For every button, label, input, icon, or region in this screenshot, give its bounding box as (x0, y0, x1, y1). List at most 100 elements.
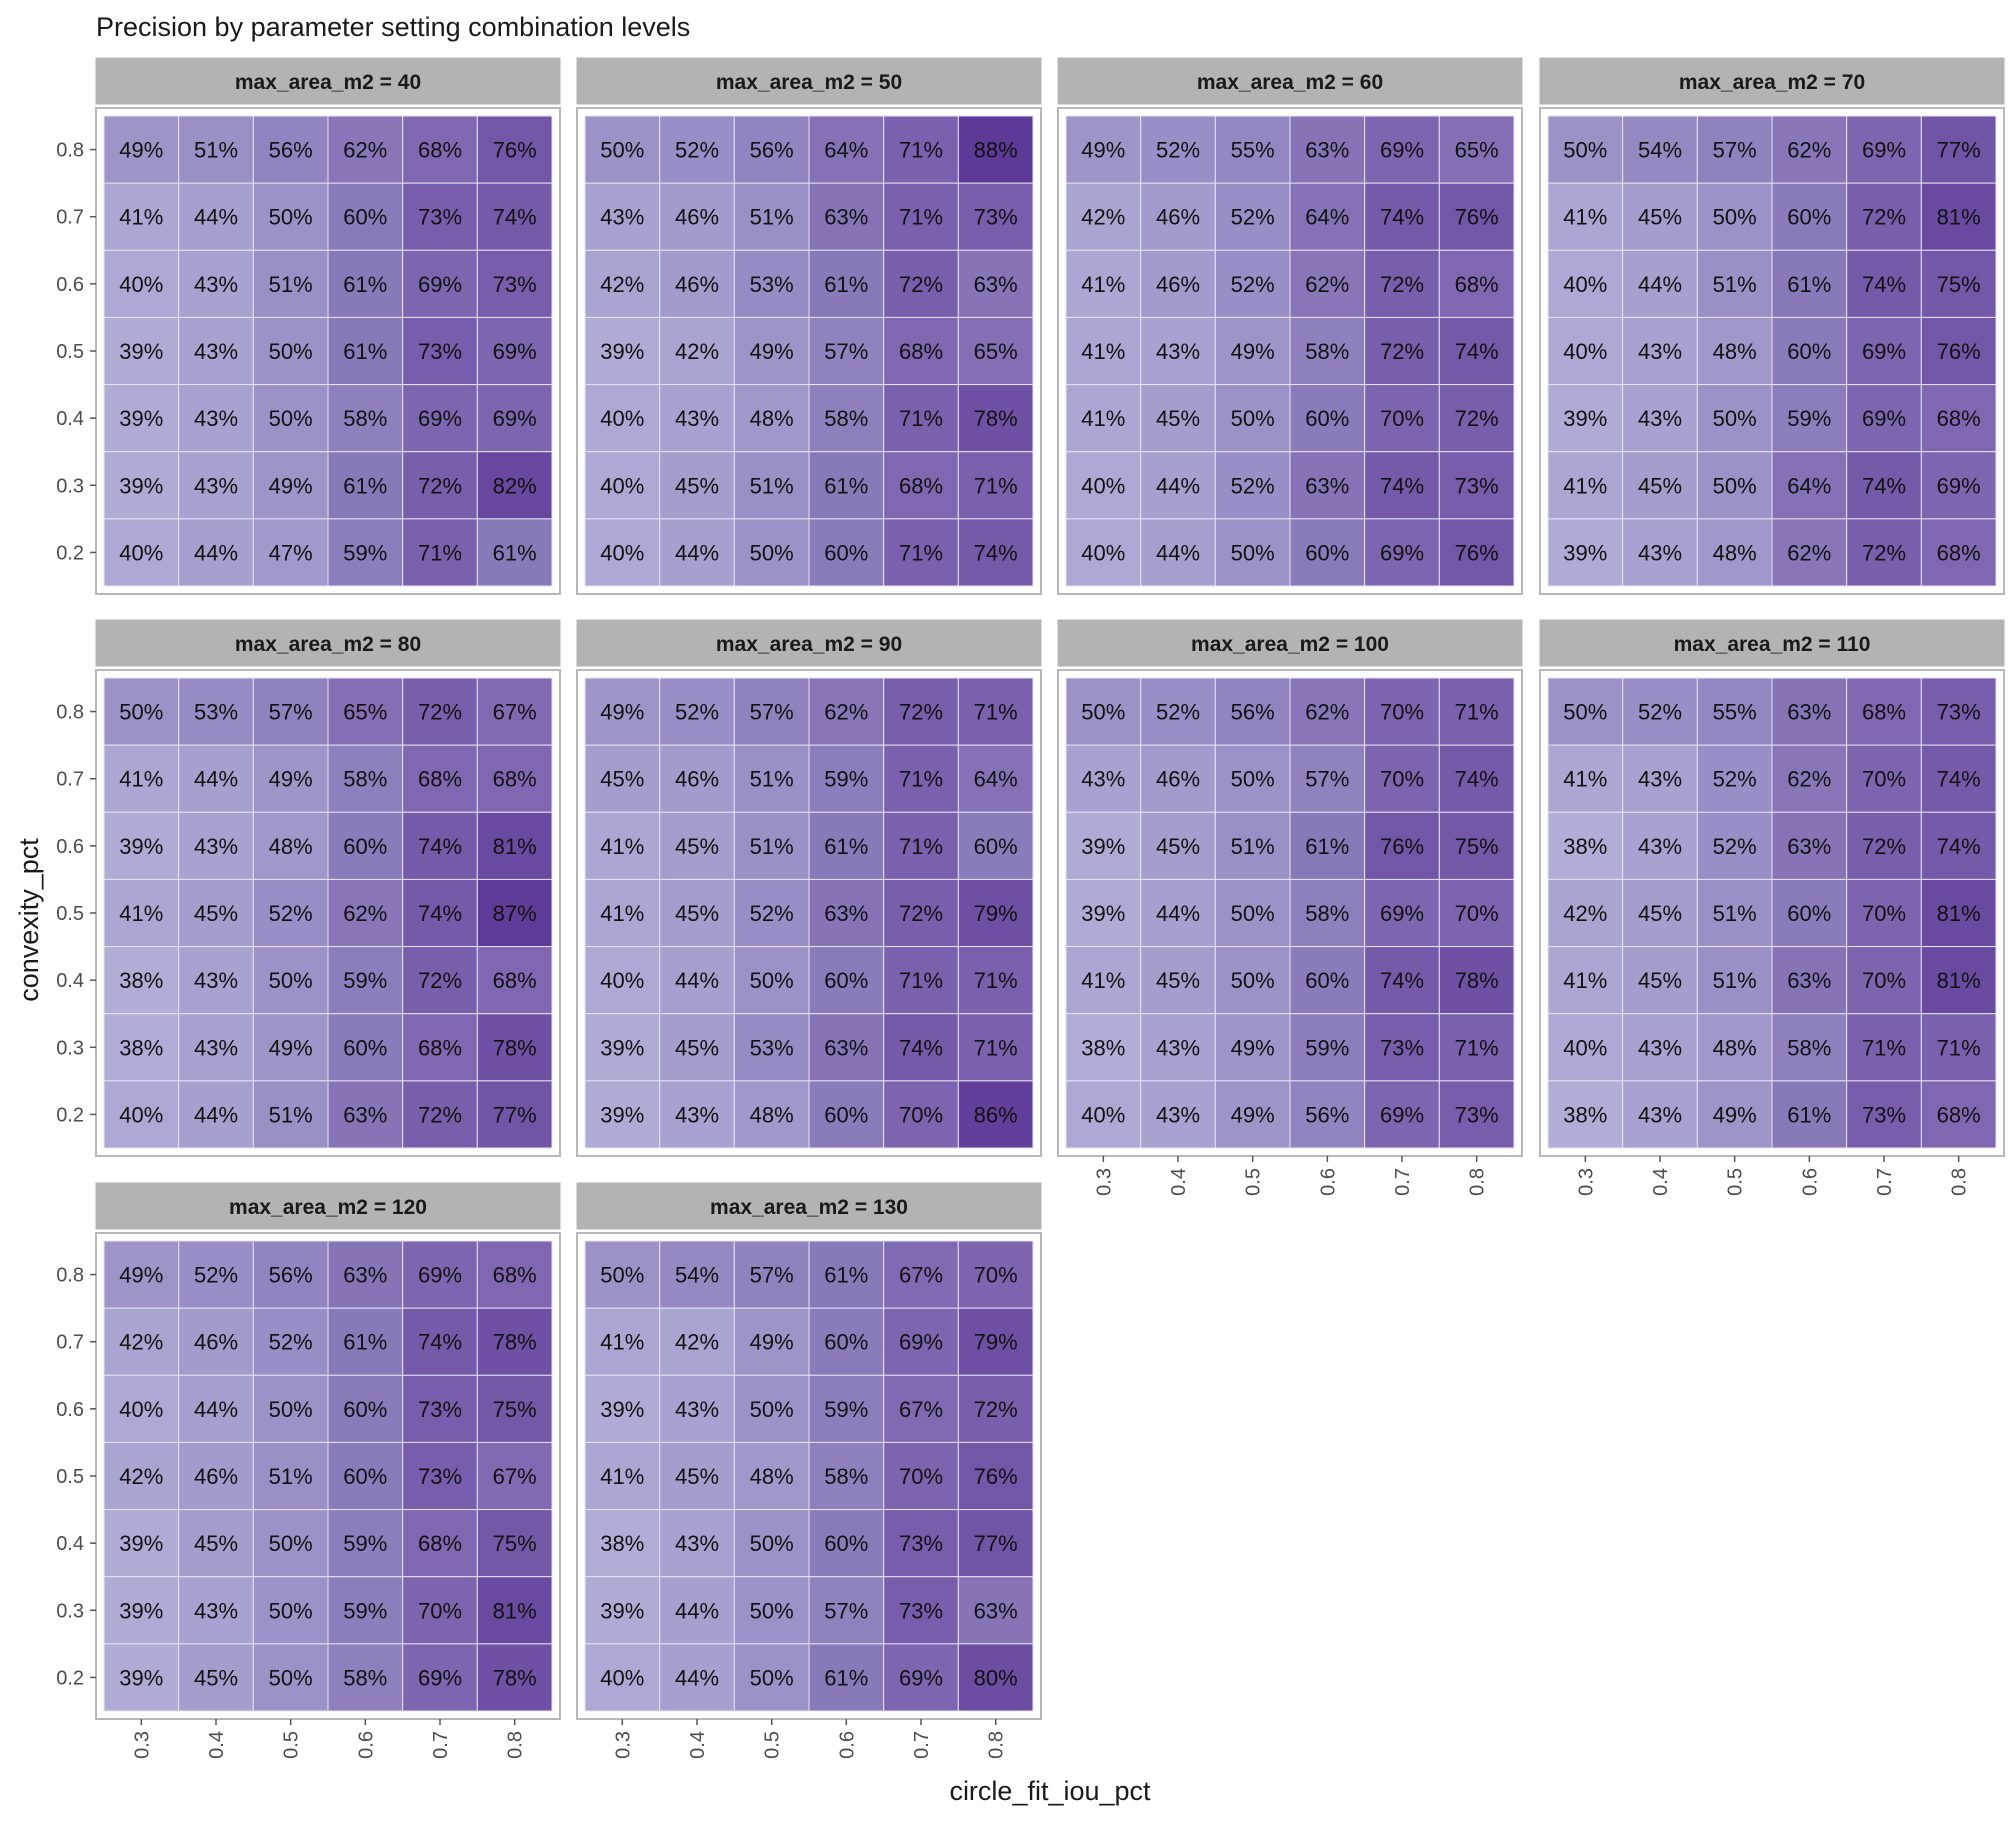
tile-value-label: 71% (899, 968, 943, 993)
heatmap-tile (584, 1576, 661, 1645)
tile-value-label: 40% (119, 1397, 163, 1422)
heatmap-tile (1438, 316, 1515, 386)
tile-value-label: 39% (119, 339, 163, 364)
tile-value-label: 59% (343, 1531, 387, 1556)
tile-value-label: 46% (675, 272, 719, 297)
tile-value-label: 78% (493, 1035, 537, 1060)
tile-value-label: 70% (1380, 700, 1424, 725)
y-tick-label: 0.7 (56, 207, 84, 229)
heatmap-tile (957, 518, 1034, 587)
tile-value-label: 78% (974, 406, 1018, 431)
tile-value-label: 61% (343, 1330, 387, 1355)
heatmap-tile (476, 249, 553, 318)
tile-value-label: 71% (974, 473, 1018, 498)
tile-value-label: 68% (493, 968, 537, 993)
tile-value-label: 74% (1380, 205, 1424, 230)
tile-value-label: 39% (1563, 406, 1607, 431)
tile-value-label: 52% (1713, 834, 1757, 859)
y-tick-label: 0.6 (56, 836, 84, 858)
x-tick-label: 0.7 (1874, 1168, 1896, 1196)
heatmap-tile (584, 249, 661, 318)
tile-value-label: 73% (418, 339, 462, 364)
heatmap-tile (957, 1509, 1034, 1578)
tile-value-label: 56% (1231, 700, 1275, 725)
heatmap-tile (1289, 1080, 1366, 1149)
tile-value-label: 50% (600, 1263, 644, 1288)
heatmap-tile (883, 878, 959, 948)
tile-value-label: 68% (1937, 1102, 1981, 1127)
tile-value-label: 39% (119, 1531, 163, 1556)
heatmap-tile (1289, 316, 1366, 386)
tile-value-label: 63% (343, 1263, 387, 1288)
heatmap-tile (1140, 1013, 1216, 1082)
tile-value-label: 71% (974, 1035, 1018, 1060)
heatmap-tile (1771, 518, 1848, 587)
tile-value-label: 71% (899, 138, 943, 163)
heatmap-tile (883, 1013, 959, 1082)
tile-value-label: 43% (675, 406, 719, 431)
heatmap-tile (327, 1374, 404, 1443)
heatmap-tile (1846, 115, 1922, 184)
heatmap-tile (659, 518, 735, 587)
tile-value-label: 46% (1156, 767, 1200, 792)
tile-value-label: 39% (600, 1102, 644, 1127)
heatmap-tile (584, 1080, 661, 1149)
tile-value-label: 70% (974, 1263, 1018, 1288)
tile-value-label: 59% (343, 540, 387, 565)
tile-value-label: 61% (824, 272, 868, 297)
tile-value-label: 45% (1156, 834, 1200, 859)
tile-value-label: 43% (1638, 834, 1682, 859)
heatmap-tile (883, 1643, 959, 1712)
tile-value-label: 43% (194, 339, 238, 364)
tile-value-label: 49% (1231, 339, 1275, 364)
tile-value-label: 76% (1380, 834, 1424, 859)
heatmap-tile (1547, 878, 1624, 948)
tile-value-label: 60% (824, 968, 868, 993)
heatmap-tile (1289, 518, 1366, 587)
heatmap-tile (327, 677, 404, 746)
tile-value-label: 52% (269, 1330, 313, 1355)
tile-value-label: 60% (1787, 339, 1831, 364)
heatmap-tile (957, 878, 1034, 948)
tile-value-label: 67% (899, 1397, 943, 1422)
tile-value-label: 39% (600, 339, 644, 364)
tile-value-label: 61% (343, 272, 387, 297)
facet-strip (1057, 57, 1523, 105)
tile-value-label: 50% (1081, 700, 1125, 725)
tile-value-label: 49% (1231, 1035, 1275, 1060)
tile-value-label: 60% (824, 1330, 868, 1355)
tile-value-label: 44% (675, 1665, 719, 1690)
heatmap-tile (808, 1080, 885, 1149)
heatmap-tile (1771, 1080, 1848, 1149)
tile-value-label: 40% (119, 540, 163, 565)
tile-value-label: 50% (1231, 968, 1275, 993)
tile-value-label: 50% (1231, 767, 1275, 792)
tile-value-label: 65% (343, 700, 387, 725)
tile-value-label: 71% (1937, 1035, 1981, 1060)
heatmap-tile (957, 182, 1034, 251)
tile-value-label: 57% (269, 700, 313, 725)
heatmap-tile (1771, 1013, 1848, 1082)
tile-value-label: 49% (1231, 1102, 1275, 1127)
tile-value-label: 74% (1380, 968, 1424, 993)
x-tick-label: 0.5 (1725, 1168, 1747, 1196)
facet-strip (1539, 57, 2005, 105)
heatmap-tile (1846, 518, 1922, 587)
heatmap-tile (1622, 744, 1698, 813)
tile-value-label: 71% (899, 205, 943, 230)
x-tick-label: 0.5 (281, 1731, 303, 1759)
heatmap-tile (178, 518, 254, 587)
heatmap-tile (584, 1013, 661, 1082)
tile-value-label: 44% (1156, 901, 1200, 926)
heatmap-tile (584, 1240, 661, 1309)
facet-strip (95, 619, 561, 667)
heatmap-tile (584, 1643, 661, 1712)
tile-value-label: 61% (343, 339, 387, 364)
heatmap-tile (883, 1441, 959, 1511)
heatmap-tile (1140, 384, 1216, 453)
tile-value-label: 40% (119, 1102, 163, 1127)
tile-value-label: 59% (1305, 1035, 1349, 1060)
tile-value-label: 55% (1231, 138, 1275, 163)
tile-value-label: 43% (194, 406, 238, 431)
